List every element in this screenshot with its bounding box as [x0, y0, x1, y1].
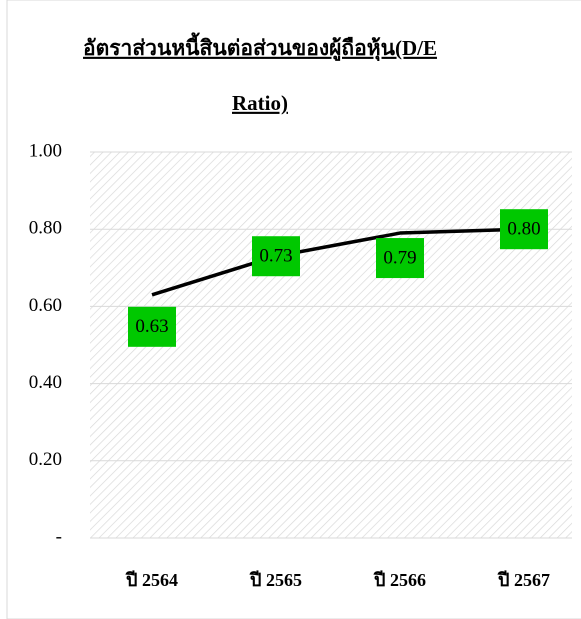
- chart-title: อัตราส่วนหนี้สินต่อส่วนของผู้ถือหุ้น(D/E: [83, 32, 437, 62]
- data-label: 0.80: [507, 219, 540, 240]
- line: [151, 227, 525, 297]
- data-label-box: [376, 238, 424, 279]
- data-label: 0.73: [259, 246, 292, 267]
- data-label: 0.79: [383, 247, 416, 268]
- y-tick-label: 0.80: [29, 218, 62, 239]
- y-tick-label: 1.00: [29, 140, 62, 161]
- chart-border: [6, 0, 581, 619]
- x-tick-label: ปี 2564: [125, 570, 178, 590]
- y-tick-label: 0.20: [29, 449, 62, 470]
- x-tick-label: ปี 2565: [249, 570, 302, 590]
- data-label-box: [128, 306, 176, 347]
- data-label-box: [500, 209, 548, 250]
- y-tick-label: 0.40: [29, 372, 62, 393]
- y-tick-label: -: [56, 526, 62, 547]
- y-tick-label: 0.60: [29, 295, 62, 316]
- data-label: 0.63: [135, 316, 168, 337]
- chart-title: Ratio): [232, 91, 288, 115]
- x-tick-label: ปี 2566: [373, 570, 426, 590]
- data-label-box: [252, 236, 300, 277]
- x-tick-label: ปี 2567: [497, 570, 550, 590]
